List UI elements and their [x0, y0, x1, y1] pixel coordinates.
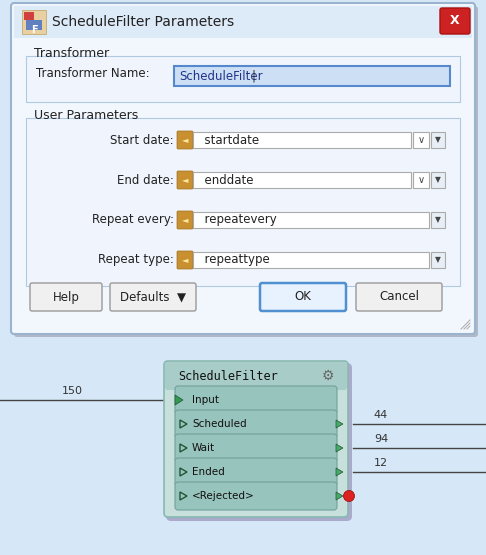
Text: <Rejected>: <Rejected>: [192, 491, 255, 501]
Bar: [22, 10, 46, 34]
Polygon shape: [336, 444, 343, 452]
FancyBboxPatch shape: [165, 362, 347, 390]
FancyBboxPatch shape: [175, 434, 337, 462]
Text: enddate: enddate: [197, 174, 254, 186]
Bar: [26, 20, 42, 30]
Text: 44: 44: [374, 410, 388, 420]
Bar: [431, 212, 445, 228]
Bar: [26, 118, 460, 286]
Text: Transformer Name:: Transformer Name:: [36, 67, 150, 80]
Text: Transformer: Transformer: [34, 47, 109, 60]
Bar: [413, 132, 429, 148]
Text: X: X: [450, 14, 460, 28]
Polygon shape: [336, 492, 343, 500]
Text: ▼: ▼: [435, 135, 441, 144]
Text: Defaults  ▼: Defaults ▼: [120, 290, 186, 304]
Text: Ended: Ended: [192, 467, 225, 477]
FancyBboxPatch shape: [110, 283, 196, 311]
Text: 150: 150: [62, 386, 83, 396]
Polygon shape: [336, 420, 343, 428]
Text: ◄: ◄: [182, 135, 188, 144]
Text: Repeat every:: Repeat every:: [92, 214, 174, 226]
Bar: [26, 56, 460, 102]
Text: repeattype: repeattype: [197, 254, 270, 266]
FancyBboxPatch shape: [175, 386, 337, 414]
Text: Wait: Wait: [192, 443, 215, 453]
Bar: [431, 172, 445, 188]
Bar: [193, 212, 429, 228]
Bar: [14, 6, 472, 38]
FancyBboxPatch shape: [260, 283, 346, 311]
FancyBboxPatch shape: [175, 458, 337, 486]
FancyBboxPatch shape: [440, 8, 470, 34]
FancyBboxPatch shape: [175, 410, 337, 438]
Text: F: F: [31, 25, 37, 35]
Text: ⚙: ⚙: [322, 369, 334, 383]
Text: ▼: ▼: [435, 255, 441, 265]
FancyBboxPatch shape: [166, 363, 352, 521]
Text: ScheduleFilter: ScheduleFilter: [178, 370, 278, 382]
Text: Start date:: Start date:: [110, 134, 174, 147]
Bar: [193, 172, 411, 188]
FancyBboxPatch shape: [177, 251, 193, 269]
Text: startdate: startdate: [197, 134, 259, 147]
FancyBboxPatch shape: [175, 482, 337, 510]
Text: ◄: ◄: [182, 215, 188, 225]
Text: ∨: ∨: [417, 175, 425, 185]
Bar: [174, 66, 450, 86]
Text: Repeat type:: Repeat type:: [98, 254, 174, 266]
Polygon shape: [175, 395, 183, 405]
Text: End date:: End date:: [117, 174, 174, 186]
Text: |: |: [251, 69, 255, 83]
Bar: [24, 12, 34, 20]
Circle shape: [344, 491, 354, 502]
Text: Input: Input: [192, 395, 219, 405]
Text: 12: 12: [374, 458, 388, 468]
FancyBboxPatch shape: [164, 361, 348, 517]
Text: 94: 94: [374, 434, 388, 444]
FancyBboxPatch shape: [11, 3, 475, 334]
Text: Cancel: Cancel: [379, 290, 419, 304]
Text: Help: Help: [52, 290, 79, 304]
Text: ∨: ∨: [417, 135, 425, 145]
Text: ScheduleFilter: ScheduleFilter: [179, 69, 262, 83]
Text: ScheduleFilter Parameters: ScheduleFilter Parameters: [52, 15, 234, 29]
Bar: [431, 132, 445, 148]
FancyBboxPatch shape: [177, 211, 193, 229]
Bar: [431, 252, 445, 268]
Text: ▼: ▼: [435, 175, 441, 184]
FancyBboxPatch shape: [177, 131, 193, 149]
Polygon shape: [336, 468, 343, 476]
Text: User Parameters: User Parameters: [34, 109, 138, 122]
FancyBboxPatch shape: [30, 283, 102, 311]
FancyBboxPatch shape: [177, 171, 193, 189]
Text: ◄: ◄: [182, 255, 188, 265]
FancyBboxPatch shape: [14, 6, 478, 337]
Text: ◄: ◄: [182, 175, 188, 184]
Text: repeatevery: repeatevery: [197, 214, 277, 226]
Text: ▼: ▼: [435, 215, 441, 225]
Text: Scheduled: Scheduled: [192, 419, 246, 429]
Bar: [413, 172, 429, 188]
FancyBboxPatch shape: [356, 283, 442, 311]
Bar: [193, 132, 411, 148]
Text: OK: OK: [295, 290, 312, 304]
Bar: [193, 252, 429, 268]
